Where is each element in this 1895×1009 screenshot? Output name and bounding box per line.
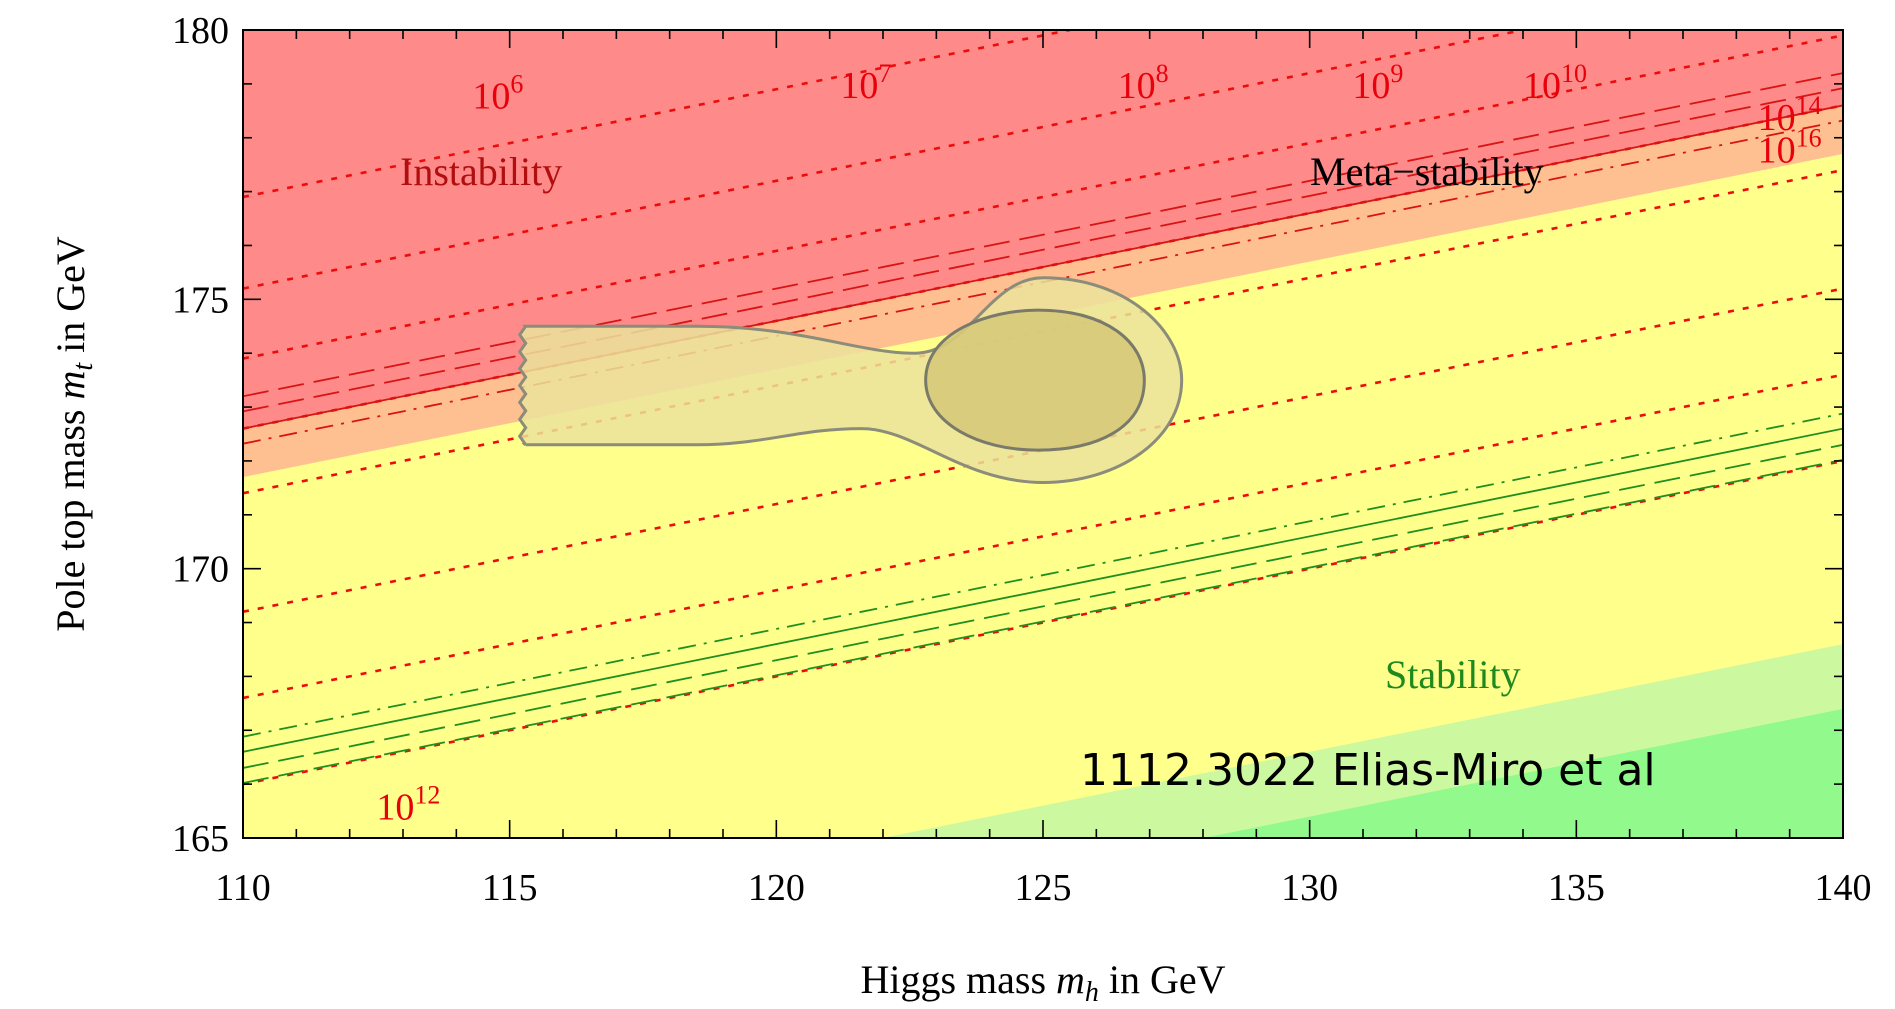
instability-boundary-line <box>243 72 1843 398</box>
scale-label-10-9: 109 <box>1352 59 1403 107</box>
x-tick-label: 115 <box>482 867 538 909</box>
confidence-contour-inner <box>924 308 1146 452</box>
y-axis-title: Pole top mass mt in GeV <box>48 236 99 632</box>
x-tick-label: 110 <box>215 867 271 909</box>
scale-line-10-10 <box>243 168 1843 495</box>
citation-annotation: 1112.3022 Elias-Miro et al <box>1080 745 1656 796</box>
y-axis-title-prefix: Pole top mass <box>48 400 93 632</box>
stability-label: Stability <box>1385 652 1521 697</box>
stability-boundary-line <box>243 458 1843 784</box>
scale-label-10-7: 107 <box>840 59 891 107</box>
y-tick-label: 180 <box>172 10 229 52</box>
x-axis-title-suffix: in GeV <box>1099 957 1226 1002</box>
scale-label-10-8: 108 <box>1118 59 1169 107</box>
y-tick-label: 170 <box>172 549 229 591</box>
stability-boundary-line <box>243 412 1843 738</box>
scale-label-exponent: 10 <box>1561 59 1587 88</box>
y-axis-title-subscript: t <box>68 362 99 371</box>
scale-line-10-16 <box>243 373 1843 700</box>
scale-line-10-6 <box>243 30 1077 199</box>
scale-label-exponent: 12 <box>414 781 440 810</box>
scale-label-base: 10 <box>1352 65 1390 107</box>
stability-region <box>1202 708 1843 838</box>
scale-line-10-14 <box>243 287 1843 614</box>
instability-label: Instability <box>400 149 562 194</box>
boundary-lines <box>243 72 1843 784</box>
x-axis-title-subscript: h <box>1085 977 1099 1008</box>
scale-label-base: 10 <box>472 76 510 118</box>
y-tick-label: 165 <box>172 818 229 860</box>
scale-label-10-10: 1010 <box>1523 59 1587 107</box>
y-axis-title-suffix: in GeV <box>48 236 93 363</box>
x-tick-label: 120 <box>748 867 805 909</box>
scale-label-base: 10 <box>1118 65 1156 107</box>
scale-line-10-7 <box>243 30 1530 290</box>
scale-label-10-12: 1012 <box>376 781 440 829</box>
scale-label-exponent: 14 <box>1796 91 1822 120</box>
x-axis-title: Higgs mass mh in GeV <box>860 957 1225 1008</box>
metastability-label: Meta−stability <box>1310 149 1544 194</box>
instability-boundary-line <box>243 104 1843 430</box>
x-tick-label: 135 <box>1548 867 1605 909</box>
x-tick-label: 125 <box>1015 867 1072 909</box>
scale-line-10-12 <box>243 459 1843 786</box>
scale-label-exponent: 6 <box>510 70 523 99</box>
instability-boundary-line <box>243 87 1843 413</box>
scale-line-10-8 <box>243 34 1843 360</box>
scale-label-exponent: 7 <box>878 59 891 88</box>
stability-region-gradient <box>883 644 1843 838</box>
y-tick-labels: 165 170 175 180 <box>172 10 229 860</box>
scale-label-10-6: 106 <box>472 70 523 118</box>
scale-label-exponent: 8 <box>1156 59 1169 88</box>
scale-label-10-16: 1016 <box>1758 124 1822 172</box>
x-tick-label: 140 <box>1815 867 1872 909</box>
axis-ticks <box>242 29 1844 839</box>
stability-boundary-line <box>243 427 1843 753</box>
scale-label-base: 10 <box>1758 130 1796 172</box>
scale-label-exponent: 16 <box>1796 124 1822 153</box>
scale-label-base: 10 <box>376 787 414 829</box>
y-tick-label: 175 <box>172 279 229 321</box>
x-tick-label: 130 <box>1281 867 1338 909</box>
x-axis-title-prefix: Higgs mass <box>860 957 1056 1002</box>
x-axis-title-variable: m <box>1056 957 1085 1002</box>
stability-boundary-line <box>243 443 1843 769</box>
scale-label-base: 10 <box>1523 65 1561 107</box>
x-tick-labels: 110 115 120 125 130 135 140 <box>215 867 1871 909</box>
y-axis-title-variable: m <box>48 371 93 400</box>
scale-label-exponent: 9 <box>1390 59 1403 88</box>
scale-label-base: 10 <box>840 65 878 107</box>
scale-label-base: 10 <box>1758 97 1796 139</box>
scale-label-10-14: 1014 <box>1758 91 1822 139</box>
